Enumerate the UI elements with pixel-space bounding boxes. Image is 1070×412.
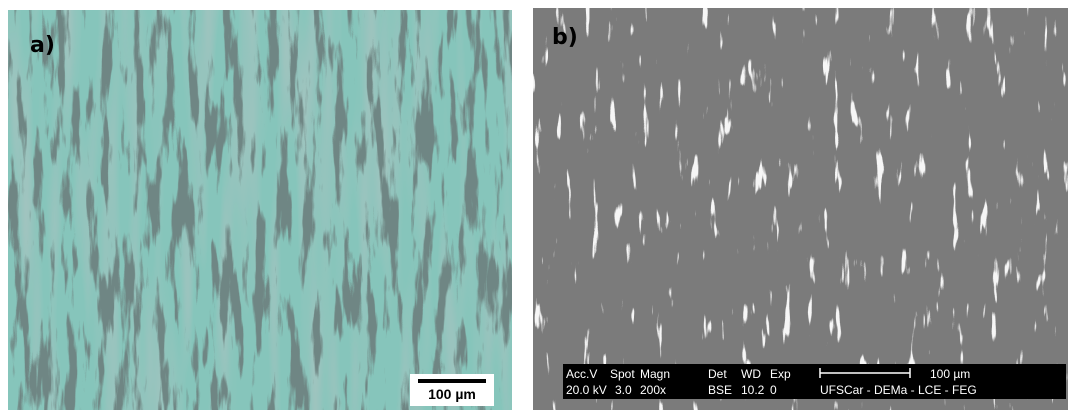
- panel-a: a) 100 µm: [8, 10, 512, 410]
- scale-text: 100 µm: [428, 386, 476, 402]
- panel-label: b): [552, 25, 578, 50]
- info-field: Exp: [770, 367, 791, 381]
- info-field: 10.2: [741, 383, 765, 397]
- panel-b: b) Acc.V Spot Magn Det WD Exp 20.0 kV 3.0 200x BS…: [533, 8, 1068, 410]
- dark-phase: [8, 10, 512, 410]
- info-field: 0: [770, 383, 777, 397]
- scale-text: 100 µm: [930, 367, 970, 381]
- info-field: 200x: [640, 383, 666, 397]
- bright-phase: [533, 8, 1068, 410]
- info-bar: [563, 364, 1066, 399]
- credit: UFSCar - DEMa - LCE - FEG: [820, 383, 977, 397]
- info-field: WD: [741, 367, 761, 381]
- info-field: Magn: [640, 367, 670, 381]
- scale-bar: [418, 379, 486, 383]
- panel-label: a): [30, 33, 55, 58]
- info-field: 3.0: [615, 383, 632, 397]
- info-field: 20.0 kV: [566, 383, 607, 397]
- info-field: BSE: [708, 383, 732, 397]
- info-field: Acc.V: [566, 367, 597, 381]
- info-text: Acc.V Spot Magn Det WD Exp 20.0 kV 3.0 200x BSE 10…: [566, 367, 791, 397]
- info-field: Spot: [610, 367, 635, 381]
- info-field: Det: [708, 367, 727, 381]
